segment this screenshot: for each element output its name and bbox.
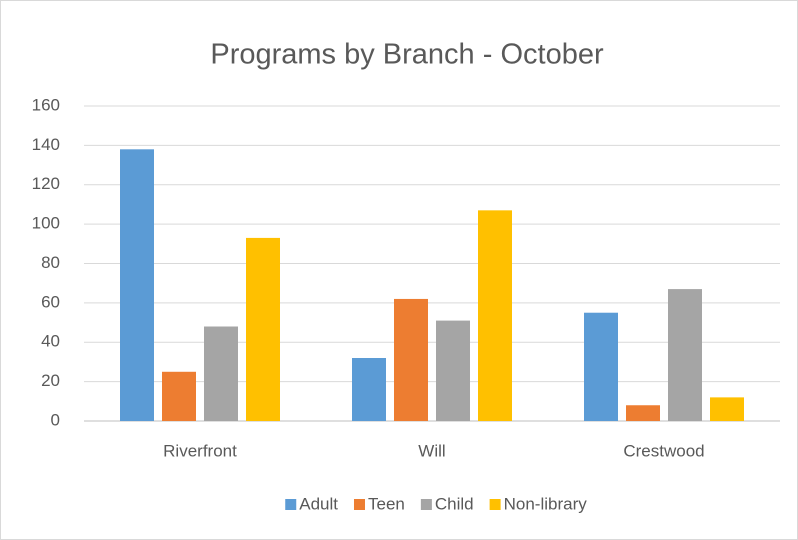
bar xyxy=(478,210,512,421)
y-tick-label: 120 xyxy=(32,174,60,193)
bar xyxy=(246,237,280,421)
legend-label: Non-library xyxy=(504,494,588,513)
bar xyxy=(436,320,470,421)
bar xyxy=(352,358,386,421)
bar xyxy=(626,405,660,421)
y-tick-label: 100 xyxy=(32,214,60,233)
bar xyxy=(668,289,702,421)
y-tick-label: 160 xyxy=(32,95,60,114)
y-tick-label: 20 xyxy=(41,371,60,390)
legend-label: Adult xyxy=(299,494,338,513)
x-tick-label: Crestwood xyxy=(623,441,704,460)
y-tick-label: 80 xyxy=(41,253,60,272)
legend-swatch xyxy=(353,499,365,510)
bar xyxy=(394,298,428,421)
y-tick-label: 140 xyxy=(32,135,60,154)
legend-swatch xyxy=(420,499,432,510)
y-tick-label: 40 xyxy=(41,332,60,351)
y-tick-label: 60 xyxy=(41,292,60,311)
bar xyxy=(710,397,744,421)
bar xyxy=(162,371,196,421)
legend-swatch xyxy=(489,499,501,510)
x-tick-label: Will xyxy=(418,441,445,460)
legend-swatch xyxy=(285,499,297,510)
bar xyxy=(584,312,618,421)
x-tick-label: Riverfront xyxy=(163,441,237,460)
bar xyxy=(120,149,154,421)
chart-title: Programs by Branch - October xyxy=(210,39,604,71)
legend-label: Teen xyxy=(368,494,405,513)
y-tick-label: 0 xyxy=(51,410,60,429)
bar xyxy=(204,326,238,421)
legend-label: Child xyxy=(435,494,474,513)
